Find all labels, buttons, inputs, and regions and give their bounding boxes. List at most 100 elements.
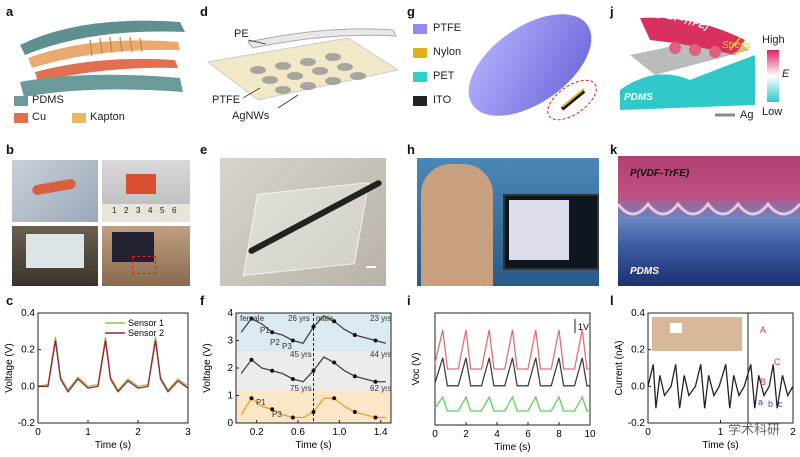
- x-tick-label: 10: [584, 429, 596, 440]
- data-point: [332, 360, 337, 365]
- legend-label-0: Sensor 1: [128, 318, 164, 328]
- x-tick-label: 1.0: [332, 427, 346, 438]
- data-point: [270, 407, 275, 412]
- panel-label-a: a: [6, 4, 14, 19]
- annotation: 23 yrs: [370, 314, 392, 323]
- series-line-1: [38, 340, 189, 393]
- legend-ito-label: ITO: [433, 94, 452, 106]
- data-point: [352, 374, 357, 379]
- colorbar: [767, 50, 779, 102]
- series-line-2: [434, 395, 590, 412]
- scale-bar-label: 1V: [578, 322, 589, 332]
- colorbar-symbol: E: [782, 68, 790, 80]
- panel-a: a PDMS Cu Kapton: [0, 0, 195, 140]
- annotation: P2: [270, 338, 280, 347]
- photo-flexible-sensor: [12, 160, 98, 222]
- panel-f: f 0.2 0.6 1.0 1.4 4 3 2 1 0 Time (s) Voltage (V) fe…: [198, 293, 398, 457]
- x-tick-label: 3: [185, 427, 191, 438]
- legend-label-1: Sensor 2: [128, 328, 164, 338]
- chart-i: 0 2 4 6 8 10 Time (s) Voc (V) 1V: [411, 312, 596, 453]
- data-point: [332, 319, 337, 324]
- label-ag: Ag: [740, 109, 754, 121]
- annotation: 44 yrs: [370, 350, 392, 359]
- label-pe: PE: [234, 28, 249, 40]
- x-tick-label: 0: [432, 429, 438, 440]
- inset-wrist-photo: [652, 317, 742, 351]
- y-tick-label: 0.4: [631, 308, 645, 319]
- data-point: [352, 333, 357, 337]
- panel-label-k: k: [610, 142, 618, 157]
- y-tick-label: 0.4: [21, 308, 35, 319]
- label-pdms-sem: PDMS: [630, 266, 659, 277]
- x-tick-label: 0: [35, 427, 41, 438]
- y-axis-label: Voltage (V): [202, 343, 213, 392]
- data-point: [290, 338, 295, 343]
- annotation: A: [760, 325, 766, 335]
- series-line-0: [434, 329, 590, 370]
- legend-cu-swatch: [14, 113, 28, 123]
- annotation: c: [778, 399, 783, 409]
- annotation: 26 yrs: [288, 314, 310, 323]
- data-point: [270, 368, 275, 373]
- panel-label-h: h: [407, 142, 415, 157]
- annotation: 45 yrs: [290, 350, 312, 359]
- sem-cross-section: [618, 156, 800, 286]
- photo-pulse-monitoring: [417, 158, 599, 286]
- annotation: male: [316, 314, 334, 323]
- y-tick-label: -0.2: [18, 418, 36, 429]
- data-point: [373, 415, 378, 420]
- annotation: a: [758, 397, 763, 407]
- chart-c: 0 1 2 3 0.4 0.2 0.0 -0.2 Time (s) Voltage (V) Sens…: [4, 308, 191, 451]
- photo-sensor-ruler: 1 2 3 4 5 6: [102, 160, 190, 222]
- y-tick-label: 0: [227, 418, 233, 429]
- panel-b: b 1 2 3 4 5 6: [0, 140, 195, 290]
- inset-sensor-patch: [670, 323, 682, 333]
- x-axis-label: Time (s): [295, 440, 331, 451]
- x-tick-label: 2: [790, 427, 796, 438]
- panel-label-i: i: [407, 293, 411, 308]
- data-point: [311, 368, 316, 373]
- panel-label-b: b: [6, 142, 14, 157]
- label-stress: Stress: [722, 40, 751, 51]
- annotation: P1: [260, 326, 270, 335]
- annotation: b: [768, 399, 773, 409]
- y-tick-label: 0.2: [631, 345, 645, 356]
- panel-h: h: [405, 140, 605, 290]
- data-point: [373, 379, 378, 384]
- x-tick-label: 1.4: [374, 427, 388, 438]
- colorbar-high-label: High: [762, 34, 785, 46]
- legend-nylon-swatch: [413, 48, 427, 58]
- panel-label-c: c: [6, 293, 14, 308]
- data-point: [249, 316, 254, 321]
- photo-wrist-monitor: [102, 226, 190, 286]
- annotation: 75 yrs: [290, 384, 312, 393]
- data-point: [311, 410, 316, 414]
- photo-laptop-monitor: [12, 226, 98, 286]
- y-tick-label: 2: [227, 363, 233, 374]
- x-tick-label: 0: [645, 427, 651, 438]
- y-tick-label: 0.0: [631, 381, 645, 392]
- panel-label-e: e: [200, 142, 208, 157]
- annotation: 62 yrs: [370, 384, 392, 393]
- panel-label-j: j: [610, 4, 614, 19]
- legend-pdms-swatch: [14, 96, 28, 106]
- chart-l: 0 1 2 0.4 0.2 0.0 -0.2 Time (s) Current (nA) A BCa…: [614, 308, 796, 451]
- y-tick-label: 4: [227, 308, 233, 319]
- y-axis-label: Current (nA): [614, 340, 625, 395]
- panel-g: g PTFE Nylon PET ITO: [405, 0, 605, 140]
- data-point: [249, 396, 254, 401]
- annotation: P1: [256, 398, 266, 407]
- data-point: [311, 324, 316, 329]
- y-tick-label: 1: [227, 391, 233, 402]
- x-tick-label: 6: [525, 429, 531, 440]
- data-point: [332, 396, 337, 401]
- legend-kapton-swatch: [72, 113, 86, 123]
- legend-pdms-label: PDMS: [32, 94, 64, 106]
- photo-transparent-film: [220, 158, 386, 286]
- panel-i: i 0 2 4 6 8 10 Time (s) Voc (V) 1V: [405, 293, 605, 457]
- layer-stack-illustration: [20, 20, 185, 97]
- panel-label-g: g: [407, 4, 415, 19]
- watermark: 学术科研: [728, 422, 781, 437]
- panel-k: k P(VDF-TrFE) PDMS: [610, 140, 800, 290]
- x-tick-label: 4: [494, 429, 500, 440]
